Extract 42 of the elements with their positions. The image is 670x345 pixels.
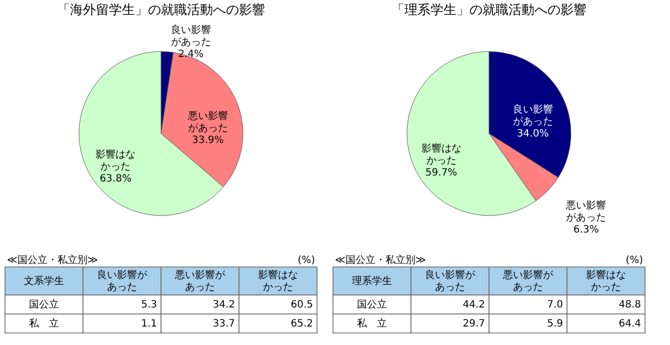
text: 国公立 [357,298,387,310]
slice-label: 影響はなかった [96,148,136,172]
text: 理系学生 [352,275,392,287]
slice-label: 良い影響があった [512,103,553,128]
text: ≪国公立・私立別≫ [7,254,98,266]
text: 良い影響があった [425,269,476,293]
text: 7.0 [547,300,563,310]
text: 私 立 [357,318,387,330]
data-label: 34.0% [516,128,549,140]
text: 5.9 [547,318,563,330]
text: 悪い影響があった [502,269,554,293]
slice-label: 悪い影響があった [186,110,228,134]
data-label: 6.3% [573,224,599,236]
text: 33.7 [212,318,235,330]
chart-title: 「海外留学生」の就職活動への影響 [57,3,265,18]
slice-label: 悪い影響があった [565,199,606,224]
slice-label: 影響はなかった [421,142,462,166]
text: 5.3 [141,300,157,310]
data-label: 63.8% [100,173,132,184]
text: 29.7 [462,318,485,330]
text: 影響はなかった [258,269,298,293]
text: ≪国公立・私立別≫ [335,254,426,266]
text: 良い影響があった [97,269,148,293]
text: (%) [626,255,644,266]
text: 1.1 [141,318,157,330]
text: 国公立 [29,298,59,310]
slice-label: 良い影響があった [170,24,211,48]
text: 文系学生 [24,275,64,287]
text: 60.5 [290,300,313,310]
text: 影響はなかった [586,269,626,293]
text: 64.4 [618,318,641,330]
text: 私 立 [29,318,59,330]
chart-title: 「理系学生」の就職活動への影響 [392,3,586,18]
data-label: 2.4% [178,48,204,60]
text: 34.2 [212,300,235,310]
text: (%) [298,255,316,266]
text: 48.8 [618,300,641,310]
data-label: 59.7% [425,168,458,178]
data-label: 33.9% [192,135,224,146]
text: 44.2 [462,300,485,310]
text: 悪い影響があった [174,269,226,293]
text: 65.2 [290,318,313,330]
